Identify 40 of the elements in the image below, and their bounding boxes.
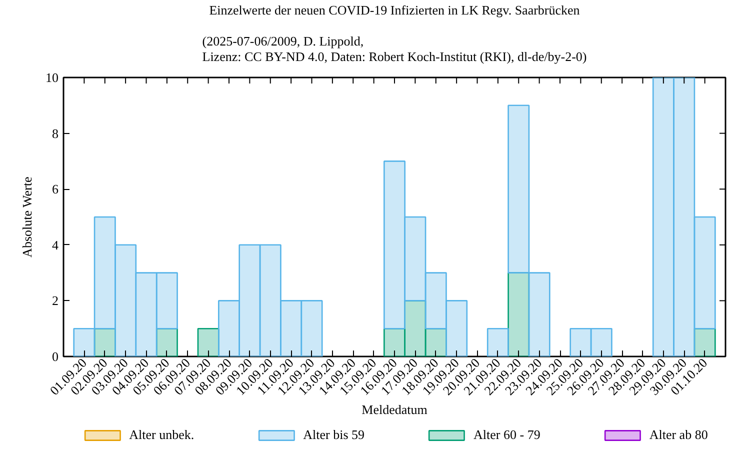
bar [238, 244, 261, 356]
bar [424, 272, 447, 330]
bar [135, 272, 158, 356]
bar [197, 328, 220, 356]
bar [259, 244, 282, 356]
chart-subtitle: (2025-07-06/2009, D. Lippold, Lizenz: CC BY-ND 4.0, Daten: Robert Koch-Institut (RKI), dl-de/by-2-0) [202, 33, 587, 64]
bar [570, 328, 592, 356]
chart-title: Einzelwerte der neuen COVID-19 Infizierten in LK Regv. Saarbrücken [209, 2, 580, 18]
bar [673, 78, 696, 356]
legend-label: Alter unbek. [129, 427, 194, 443]
bar [280, 300, 302, 356]
bar [156, 328, 178, 356]
bar [508, 272, 530, 356]
bar [94, 216, 116, 330]
bar [404, 216, 426, 302]
bar [156, 272, 178, 330]
y-axis-title: Absolute Werte [20, 176, 34, 258]
y-tick-label: 6 [52, 182, 59, 197]
y-tick-label: 10 [46, 70, 58, 85]
legend-label: Alter 60 - 79 [474, 427, 540, 443]
bar [508, 104, 530, 274]
bar [694, 216, 716, 330]
bar [446, 300, 468, 356]
bar [590, 328, 612, 356]
bar [652, 78, 674, 356]
bar [486, 328, 509, 356]
bar [694, 328, 716, 356]
bar [300, 300, 323, 356]
legend-label: Alter ab 80 [649, 427, 708, 443]
bar [114, 244, 137, 356]
y-tick-label: 0 [52, 349, 58, 364]
bar [528, 272, 550, 356]
y-tick-label: 2 [52, 293, 58, 308]
bar [218, 300, 240, 356]
legend-label: Alter bis 59 [303, 427, 365, 443]
bar [384, 160, 406, 330]
y-tick-label: 8 [52, 126, 58, 141]
bar [73, 328, 96, 356]
y-tick-label: 4 [52, 237, 59, 252]
x-axis-title: Meldedatum [362, 402, 428, 418]
